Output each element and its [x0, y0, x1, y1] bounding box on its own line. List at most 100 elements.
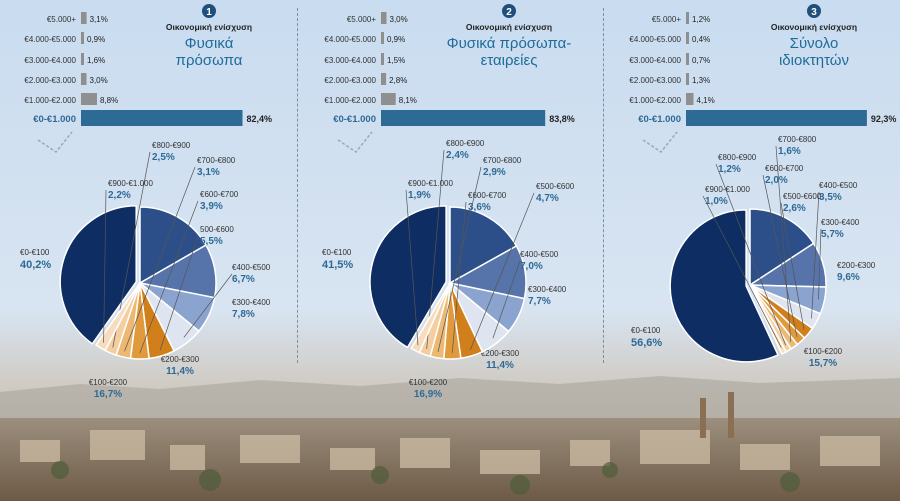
- pie-leader-line: [183, 273, 233, 338]
- pie-category-label: €500-€600: [783, 192, 822, 201]
- pie-value-label: 2,4%: [446, 150, 469, 161]
- title-line: Φυσικά: [185, 35, 234, 52]
- pie-leader-line: [124, 166, 196, 352]
- pie-slice: [749, 284, 788, 355]
- pie-leader-line: [780, 202, 805, 330]
- bar: [81, 73, 87, 85]
- title-line: Σύνολο: [790, 35, 839, 52]
- panel-divider: [603, 8, 604, 363]
- pie-category-label: €0-€100: [20, 248, 50, 257]
- title-line: Φυσικά πρόσωπα-: [447, 35, 572, 52]
- pie-category-label: €100-€200: [409, 378, 448, 387]
- bar: [381, 32, 384, 44]
- pie-category-label: €500-€600: [536, 182, 575, 191]
- pie-value-label: 2,5%: [152, 152, 175, 163]
- pie-slice: [410, 282, 451, 354]
- bar: [381, 110, 546, 126]
- pie-category-label: €0-€100: [631, 326, 661, 335]
- bar: [686, 53, 689, 65]
- pie-value-label: 16,7%: [94, 389, 122, 400]
- pie-leader-line: [103, 189, 107, 343]
- pie-value-label: 9,6%: [837, 272, 860, 283]
- bar-value-label: 0,9%: [87, 35, 105, 44]
- pie-category-label: €600-€700: [468, 191, 507, 200]
- pie-leader-line: [451, 201, 467, 354]
- pie-leader-line: [762, 174, 798, 337]
- pie-leader-line: [437, 166, 482, 353]
- pie-category-label: €900-€1.000: [408, 179, 453, 188]
- bar-category-label: €3.000-€4.000: [24, 56, 76, 65]
- bar-value-label: 3,0%: [390, 15, 408, 24]
- pie-category-label: €300-€400: [232, 298, 271, 307]
- bar: [686, 73, 689, 85]
- bar-value-label: 0,7%: [692, 56, 710, 65]
- bar: [381, 73, 387, 85]
- bar-value-label: 82,4%: [247, 114, 273, 124]
- pie-category-label: €300-€400: [821, 218, 860, 227]
- bar: [81, 93, 97, 105]
- pie-leader-line: [811, 191, 820, 319]
- pie-value-label: 16,9%: [414, 389, 442, 400]
- pie-category-label: €900-€1.000: [705, 185, 750, 194]
- bar-value-label: 1,5%: [387, 56, 405, 65]
- bar: [381, 93, 396, 105]
- bar-value-label: 0,9%: [387, 35, 405, 44]
- panel-divider: [297, 8, 298, 363]
- bar-value-label: 4,1%: [697, 96, 715, 105]
- pie-leader-line: [405, 189, 419, 346]
- pie-category-label: €900-€1.000: [108, 179, 153, 188]
- bar-value-label: 0,4%: [692, 35, 710, 44]
- bar-value-label: 1,2%: [692, 15, 710, 24]
- pie-category-label: €400-€500: [819, 181, 858, 190]
- pie-leader-line: [159, 235, 199, 351]
- bar-value-label: 83,8%: [549, 114, 575, 124]
- pie-value-label: 56,6%: [631, 337, 662, 349]
- pie-slice: [139, 206, 207, 285]
- bar: [381, 53, 384, 65]
- pie-category-label: €200-€300: [481, 349, 520, 358]
- panel-1: 1 Οικονομική ενίσχυση Φυσικά πρόσωπα €5.000+…: [0, 0, 300, 501]
- bar-category-label: €4.000-€5.000: [24, 35, 76, 44]
- pie-value-label: 4,7%: [536, 193, 559, 204]
- connector-arrow: [337, 131, 373, 154]
- pie-value-label: 40,2%: [20, 259, 51, 271]
- pie-value-label: 2,9%: [483, 167, 506, 178]
- pie-value-label: 15,7%: [809, 358, 837, 369]
- badge-number: 3: [811, 7, 817, 18]
- pie-leader-line: [775, 145, 792, 342]
- pie-value-label: 41,5%: [322, 259, 353, 271]
- bar-category-label: €1.000-€2.000: [629, 96, 681, 105]
- pie-slice: [95, 282, 141, 352]
- badge-number: 2: [506, 7, 512, 18]
- pie-category-label: €0-€100: [322, 248, 352, 257]
- pie-category-label: €800-€900: [718, 153, 757, 162]
- bar: [81, 32, 84, 44]
- bar-value-label: 1,3%: [692, 76, 710, 85]
- bar-category-label: €2.000-€3.000: [324, 76, 376, 85]
- subtitle: Οικονομική ενίσχυση: [166, 22, 252, 32]
- pie-slice: [59, 205, 137, 345]
- panel-3: 3 Οικονομική ενίσχυση Σύνολο ιδιοκτητών €5.0…: [605, 0, 900, 501]
- bar-value-label: 8,8%: [100, 96, 118, 105]
- pie-leader-line: [469, 192, 535, 351]
- bar-value-label: 3,0%: [90, 76, 108, 85]
- subtitle: Οικονομική ενίσχυση: [466, 22, 552, 32]
- pie-value-label: 6,7%: [232, 274, 255, 285]
- pie-value-label: 3,6%: [468, 202, 491, 213]
- pie-value-label: 1,2%: [718, 164, 741, 175]
- pie-leader-line: [426, 149, 445, 350]
- pie-category-label: €100-€200: [89, 378, 128, 387]
- pie-slice: [369, 205, 447, 349]
- badge-number: 1: [206, 7, 212, 18]
- bar-category-label: €0-€1.000: [638, 114, 681, 125]
- pie-category-label: €200-€300: [837, 261, 876, 270]
- pie-value-label: 7,8%: [232, 309, 255, 320]
- pie-category-label: €700-€800: [197, 156, 236, 165]
- pie-slice: [749, 208, 815, 287]
- pie-value-label: 3,1%: [197, 167, 220, 178]
- bar: [686, 93, 694, 105]
- pie-value-label: 5,7%: [821, 229, 844, 240]
- title-line: ιδιοκτητών: [779, 52, 849, 69]
- bar-category-label: €0-€1.000: [333, 114, 376, 125]
- pie-leader-line: [818, 228, 822, 300]
